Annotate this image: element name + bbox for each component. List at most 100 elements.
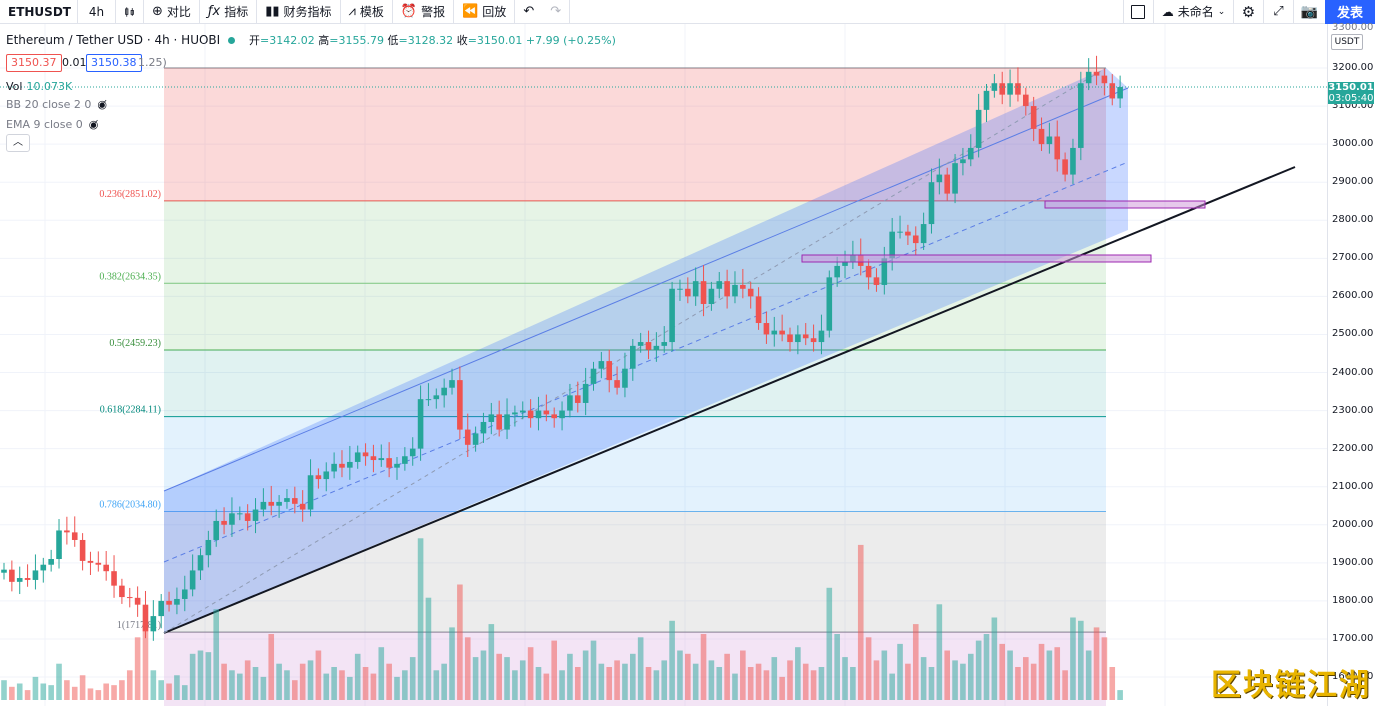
axis-tick-label: 2700.00 [1332, 252, 1374, 264]
candle-body [1109, 83, 1116, 99]
candle-body [928, 182, 935, 225]
volume-bars [1, 538, 1123, 700]
volume-bar [630, 653, 636, 700]
candle-body [763, 323, 770, 335]
candle-body [1015, 83, 1021, 95]
volume-bar [213, 609, 220, 700]
alert-button[interactable]: ⏰ 警报 [393, 0, 455, 24]
spread-value: 0.01 [62, 56, 87, 69]
candle-body [197, 555, 204, 571]
volume-bar [48, 685, 54, 700]
undo-button[interactable]: ↶ [515, 0, 542, 24]
bb-indicator[interactable]: BB 20 close 2 0 ◉̸ [6, 98, 107, 111]
candle-body [630, 345, 636, 369]
candle-body [527, 410, 534, 419]
high-value: 3155.79 [338, 34, 384, 47]
compare-button[interactable]: ⊕ 对比 [144, 0, 200, 24]
settings-button[interactable]: ⚙ [1232, 0, 1263, 24]
ema-indicator[interactable]: EMA 9 close 0 ◉̸ [6, 118, 98, 131]
candle-body [205, 539, 212, 556]
volume-bar [574, 667, 581, 700]
interval-button[interactable]: 4h [78, 0, 116, 24]
bb-label: BB 20 close 2 0 [6, 98, 92, 111]
volume-bar [268, 634, 275, 700]
volume-bar [606, 667, 613, 700]
candle-body [677, 288, 683, 290]
volume-bar [181, 685, 188, 700]
volume-bar [229, 670, 235, 700]
interval-label: 4h [88, 4, 105, 19]
price-axis[interactable]: 3300.00 3200.00 3100.00 3000.00 2900.00 2800… [1327, 22, 1375, 706]
support-zone-box [801, 254, 1152, 263]
publish-label: 发表 [1336, 6, 1363, 21]
financials-button[interactable]: ▮▮ 财务指标 [257, 0, 341, 24]
redo-button[interactable]: ↷ [542, 0, 571, 24]
square-icon [1131, 4, 1146, 19]
volume-bar [87, 688, 94, 700]
candle-body [944, 174, 950, 194]
layout-name-button[interactable]: ☁ 未命名 ⌄ [1152, 0, 1233, 24]
snapshot-button[interactable]: 📷 [1292, 0, 1325, 24]
volume-bar [252, 667, 259, 700]
candle-body [386, 458, 392, 468]
volume-bar [323, 673, 330, 700]
indicators-button[interactable]: ƒx 指标 [200, 0, 258, 24]
volume-indicator[interactable]: Vol 10.073K [6, 80, 72, 93]
ask-price-box[interactable]: 3150.38 [86, 54, 142, 72]
candle-body [1, 569, 7, 573]
chart-type-button[interactable] [116, 0, 144, 24]
volume-bar [802, 663, 809, 700]
price-chart[interactable]: 0.236(2851.02) 0.382(2634.35) 0.5(2459.23)… [0, 24, 1327, 706]
volume-bar [881, 650, 888, 700]
candle-body [378, 458, 385, 461]
candle-body [150, 616, 157, 632]
close-value: 3150.01 [476, 34, 523, 47]
candle-body [920, 224, 927, 244]
volume-bar [952, 660, 958, 700]
candle-body [779, 330, 785, 335]
bid-price-box[interactable]: 3150.37 [6, 54, 62, 72]
volume-bar [71, 686, 78, 700]
volume-bar [464, 637, 471, 700]
symbol-legend: Ethereum / Tether USD · 4h · HUOBI 开=314… [6, 32, 616, 48]
publish-button[interactable]: 发表 [1324, 0, 1375, 24]
candle-body [889, 231, 895, 259]
fib-band [164, 200, 1106, 284]
volume-bar [79, 675, 86, 700]
candle-body [449, 380, 455, 388]
eye-off-icon[interactable]: ◉̸ [88, 118, 99, 131]
volume-bar [598, 663, 605, 700]
axis-tick-label: 2600.00 [1332, 290, 1374, 302]
volume-bar [347, 676, 353, 700]
candle-body [189, 570, 196, 590]
eye-off-icon[interactable]: ◉̸ [97, 98, 108, 111]
volume-bar [905, 663, 911, 700]
expand-button[interactable]: ⤢ [1262, 0, 1293, 24]
volume-bar [205, 652, 212, 700]
templates-icon: ⩘ [348, 4, 356, 19]
candle-body [504, 414, 510, 430]
volume-bar [166, 683, 172, 700]
replay-button[interactable]: ⏪ 回放 [454, 0, 516, 24]
candle-body [512, 412, 518, 415]
legend-title: Ethereum / Tether USD · 4h · HUOBI [6, 33, 221, 47]
fullscreen-layout-button[interactable] [1122, 0, 1153, 24]
volume-bar [661, 660, 668, 700]
candle-body [747, 288, 754, 297]
volume-bar [315, 650, 322, 700]
collapse-legend-button[interactable]: ︿ [6, 134, 30, 152]
symbol-search-button[interactable]: ETHUSDT [0, 0, 78, 24]
volume-bar [708, 660, 715, 700]
bar-countdown: 03:05:40 [1328, 93, 1374, 104]
undo-icon: ↶ [523, 4, 535, 19]
candle-body [354, 452, 361, 462]
candle-body [1117, 87, 1123, 99]
candle-body [912, 235, 919, 244]
candle-body [574, 395, 581, 403]
fib-label: 0.382(2634.35) [99, 271, 161, 282]
fib-band [164, 511, 1106, 633]
volume-bar [504, 657, 510, 700]
templates-button[interactable]: ⩘ 模板 [341, 0, 393, 24]
currency-selector[interactable]: USDT [1331, 34, 1363, 50]
top-toolbar: ETHUSDT 4h ⊕ 对比 ƒx 指标 ▮▮ 财务指标 ⩘ 模板 ⏰ 警报 ⏪ 回放 ↶… [0, 0, 1375, 24]
